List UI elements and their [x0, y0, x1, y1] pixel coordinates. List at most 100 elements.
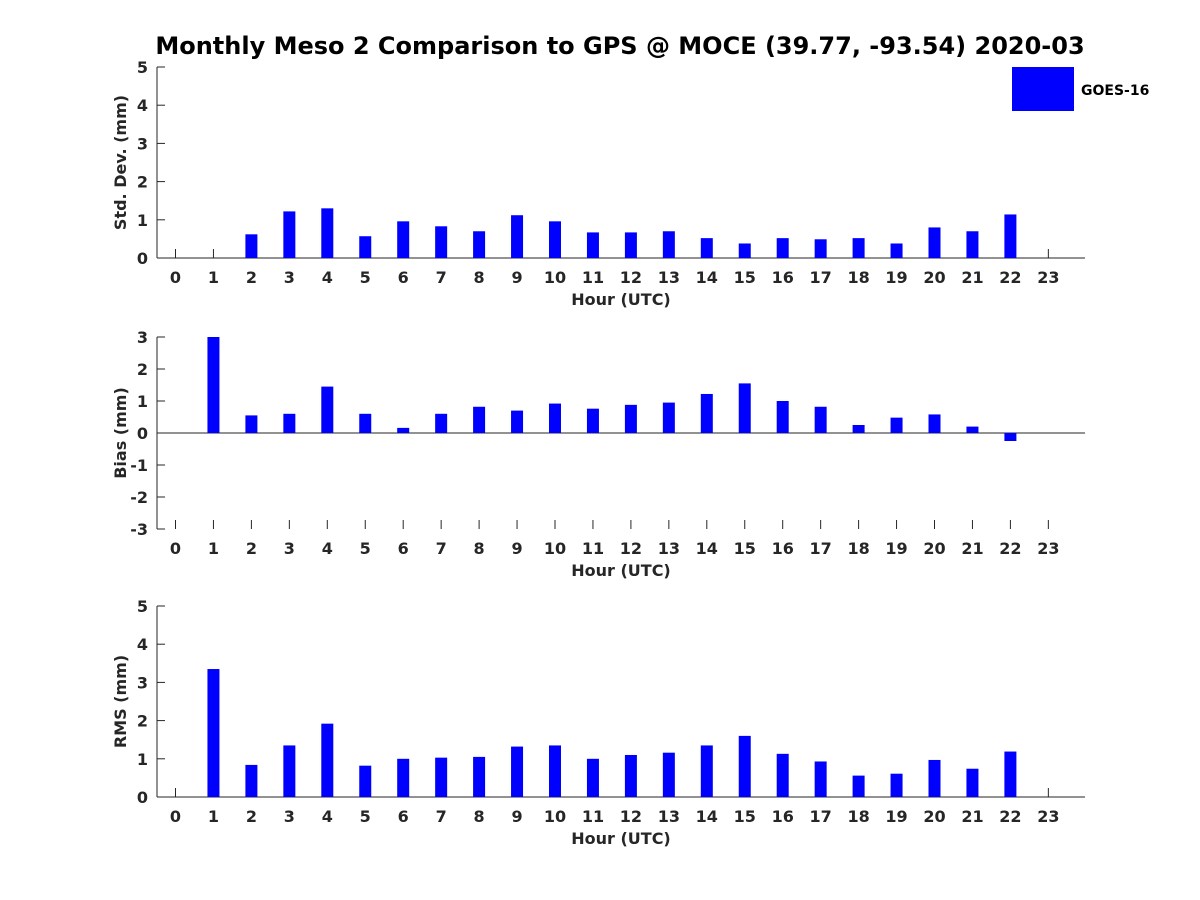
bar-hour-4: [321, 723, 334, 797]
x-tick-label: 18: [847, 268, 869, 287]
y-tick-label: 3: [137, 328, 148, 347]
bar-hour-6: [397, 427, 410, 433]
x-tick-label: 4: [322, 268, 333, 287]
x-tick-label: 2: [246, 807, 257, 826]
bar-hour-11: [586, 232, 599, 258]
x-tick-label: 0: [170, 268, 181, 287]
x-tick-label: 15: [734, 268, 756, 287]
y-tick-label: 4: [137, 635, 148, 654]
legend-label: GOES-16: [1081, 83, 1149, 99]
x-tick-label: 11: [582, 807, 604, 826]
bar-hour-7: [435, 413, 448, 433]
x-tick-label: 13: [658, 268, 680, 287]
x-tick-label: 4: [322, 807, 333, 826]
x-tick-label: 7: [436, 807, 447, 826]
y-tick-label: 1: [137, 392, 148, 411]
x-tick-label: 20: [923, 268, 945, 287]
x-tick-label: 12: [620, 539, 642, 558]
bar-hour-20: [928, 759, 941, 797]
bar-hour-15: [738, 243, 751, 258]
x-tick-label: 1: [208, 539, 219, 558]
x-tick-label: 0: [170, 807, 181, 826]
x-tick-label: 9: [511, 807, 522, 826]
x-tick-label: 11: [582, 539, 604, 558]
x-tick-label: 4: [322, 539, 333, 558]
x-tick-label: 22: [999, 539, 1021, 558]
bar-hour-22: [1004, 433, 1017, 441]
x-tick-label: 5: [360, 807, 371, 826]
y-tick-label: 0: [137, 424, 148, 443]
bar-hour-7: [435, 226, 448, 258]
bar-hour-10: [549, 403, 561, 433]
x-tick-label: 3: [284, 268, 295, 287]
bar-hour-21: [966, 231, 979, 258]
x-tick-label: 3: [284, 539, 295, 558]
y-axis-label: RMS (mm): [111, 655, 130, 748]
x-tick-label: 8: [474, 539, 485, 558]
bar-hour-3: [283, 211, 296, 258]
bar-hour-14: [700, 238, 713, 258]
bar-hour-1: [207, 669, 220, 797]
bar-hour-3: [283, 413, 296, 433]
x-tick-label: 17: [810, 807, 832, 826]
x-tick-label: 9: [511, 268, 522, 287]
bar-hour-13: [662, 402, 675, 433]
y-tick-label: 1: [137, 211, 148, 230]
x-tick-label: 14: [696, 807, 718, 826]
x-tick-label: 13: [658, 539, 680, 558]
x-tick-label: 18: [847, 539, 869, 558]
x-tick-label: 12: [620, 268, 642, 287]
bar-hour-22: [1004, 214, 1017, 258]
bar-hour-14: [700, 745, 713, 797]
y-tick-label: 5: [137, 58, 148, 77]
x-tick-label: 3: [284, 807, 295, 826]
bar-hour-3: [283, 745, 296, 797]
x-tick-label: 7: [436, 539, 447, 558]
x-tick-label: 21: [961, 539, 983, 558]
x-tick-label: 21: [961, 268, 983, 287]
x-tick-label: 16: [772, 268, 794, 287]
x-tick-label: 10: [544, 539, 566, 558]
x-tick-label: 19: [885, 539, 907, 558]
bar-hour-12: [624, 754, 637, 797]
bar-hour-6: [397, 758, 410, 797]
bar-hour-15: [738, 735, 751, 797]
x-tick-label: 23: [1037, 539, 1059, 558]
bar-hour-18: [852, 238, 865, 258]
y-tick-label: 3: [137, 134, 148, 153]
bar-hour-11: [586, 408, 599, 433]
x-tick-label: 19: [885, 807, 907, 826]
y-axis-label: Bias (mm): [111, 387, 130, 479]
bar-hour-2: [245, 415, 258, 433]
x-tick-label: 18: [847, 807, 869, 826]
bar-hour-17: [814, 406, 827, 433]
x-tick-label: 15: [734, 807, 756, 826]
x-tick-label: 2: [246, 539, 257, 558]
bar-hour-6: [397, 221, 410, 258]
legend-swatch: [1012, 67, 1074, 111]
x-tick-label: 16: [772, 807, 794, 826]
bar-hour-17: [814, 761, 827, 797]
y-tick-label: 4: [137, 96, 148, 115]
x-tick-label: 17: [810, 539, 832, 558]
y-axis-label: Std. Dev. (mm): [111, 95, 130, 230]
x-tick-label: 6: [398, 268, 409, 287]
bar-hour-8: [473, 406, 486, 433]
bar-hour-17: [814, 239, 827, 258]
x-tick-label: 13: [658, 807, 680, 826]
bar-hour-18: [852, 425, 865, 433]
bar-hour-5: [359, 236, 372, 258]
y-tick-label: 3: [137, 673, 148, 692]
bar-hour-16: [776, 753, 789, 797]
bar-hour-9: [511, 410, 524, 433]
x-tick-label: 5: [360, 268, 371, 287]
bar-hour-19: [890, 773, 903, 797]
x-tick-label: 6: [398, 807, 409, 826]
y-tick-label: 2: [137, 712, 148, 731]
bar-hour-2: [245, 234, 258, 258]
x-tick-label: 22: [999, 268, 1021, 287]
bar-hour-20: [928, 414, 941, 433]
x-tick-label: 23: [1037, 807, 1059, 826]
